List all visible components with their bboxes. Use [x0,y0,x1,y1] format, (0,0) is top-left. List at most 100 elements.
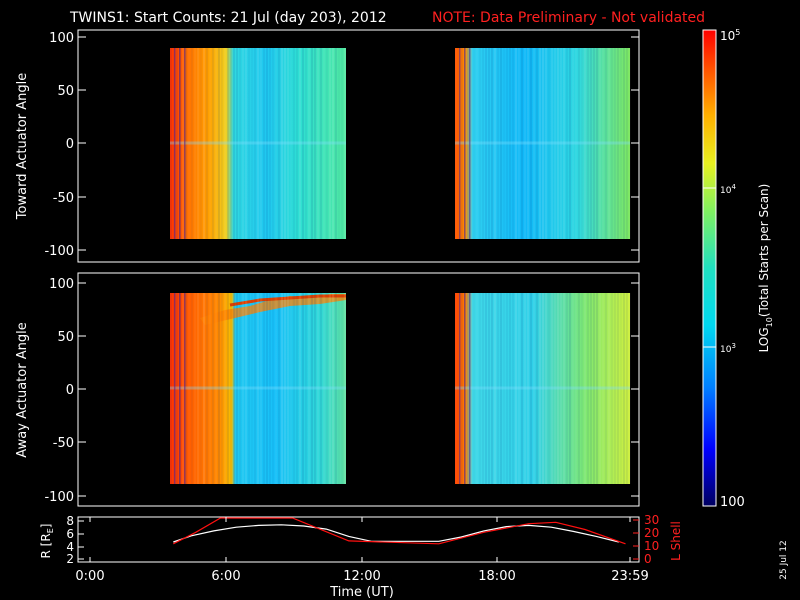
away-streak [215,293,217,484]
orbit-radius-line [173,524,619,543]
toward-streak [539,48,541,239]
toward-streak [551,48,553,239]
xtick-1200: 12:00 [343,569,380,584]
toward-ylabel: Toward Actuator Angle [15,73,30,220]
toward-streak [170,48,172,239]
toward-streak [269,48,271,239]
toward-streak [224,48,226,239]
toward-streak [227,48,229,239]
away-streak [227,293,229,484]
away-streak [617,293,619,484]
toward-streak [206,48,208,239]
toward-streak [236,48,238,239]
toward-streak [617,48,619,239]
colorbar-title-log: LOG [757,327,771,352]
away-streak [323,293,325,484]
toward-streak [524,48,526,239]
away-streak [512,293,514,484]
away-streak [176,293,178,484]
away-streak [263,293,265,484]
away-streak [542,293,544,484]
away-streak [488,293,490,484]
colorbar-label-1e4: 104 [720,183,736,196]
toward-streak [317,48,319,239]
away-streak [467,293,469,484]
away-streak [545,293,547,484]
toward-streak [248,48,250,239]
away-streak [197,293,199,484]
toward-streak [203,48,205,239]
orbit-ylabel-left-sub: E [46,528,55,533]
toward-streak [326,48,328,239]
toward-streak [518,48,520,239]
orbit-ytick-8: 8 [66,514,74,528]
away-streak [185,293,187,484]
orbit-right-ticks [633,519,639,560]
away-ylabel: Away Actuator Angle [15,322,30,457]
away-streak [566,293,568,484]
toward-streak [482,48,484,239]
xtick-1800: 18:00 [478,569,515,584]
toward-streak [212,48,214,239]
toward-streak [542,48,544,239]
toward-streak [332,48,334,239]
away-zero-band [455,386,630,390]
away-streak [209,293,211,484]
toward-zero-band [170,141,346,145]
away-streak [605,293,607,484]
away-streak [326,293,328,484]
toward-streak [527,48,529,239]
away-streak [551,293,553,484]
away-streak [524,293,526,484]
away-streak [527,293,529,484]
orbit-rtick-30: 30 [644,513,659,527]
colorbar-label-1e5-exp: 5 [735,28,740,37]
away-streak [596,293,598,484]
toward-streak [575,48,577,239]
away-streak [593,293,595,484]
away-streak [191,293,193,484]
away-streak [296,293,298,484]
away-streak [260,293,262,484]
toward-streak [287,48,289,239]
away-y-ticks [78,282,639,497]
panel-orbit-frame [77,516,640,563]
away-streak [218,293,220,484]
away-streak [590,293,592,484]
away-streak [293,293,295,484]
away-ytick-neg50: -50 [53,436,74,451]
colorbar-label-100: 100 [720,495,745,510]
colorbar-title: LOG10(Total Starts per Scan) [757,184,774,353]
toward-streak [245,48,247,239]
toward-streak [254,48,256,239]
colorbar-label-1e5-base: 10 [720,29,735,43]
away-streak [203,293,205,484]
toward-ytick-0: 0 [66,137,74,152]
colorbar-gradient-bar [702,29,717,507]
away-streak [536,293,538,484]
colorbar-label-1e3-exp: 3 [731,342,735,350]
toward-streak [584,48,586,239]
away-ytick-100: 100 [49,277,74,292]
away-streak [206,293,208,484]
toward-streak [500,48,502,239]
away-dark-streak [464,293,466,484]
toward-streak [320,48,322,239]
away-streak [182,293,184,484]
toward-streak [509,48,511,239]
away-streak [236,293,238,484]
away-streak [491,293,493,484]
toward-streak [485,48,487,239]
away-streak [500,293,502,484]
toward-y-ticks [78,36,639,251]
away-streak [515,293,517,484]
away-streak [242,293,244,484]
toward-streak [605,48,607,239]
away-dark-streak [459,293,461,484]
away-streak [599,293,601,484]
orbit-rtick-10: 10 [644,539,659,553]
away-streak [287,293,289,484]
colorbar-label-1e4-base: 10 [720,186,732,196]
orbit-ytick-6: 6 [66,527,74,541]
